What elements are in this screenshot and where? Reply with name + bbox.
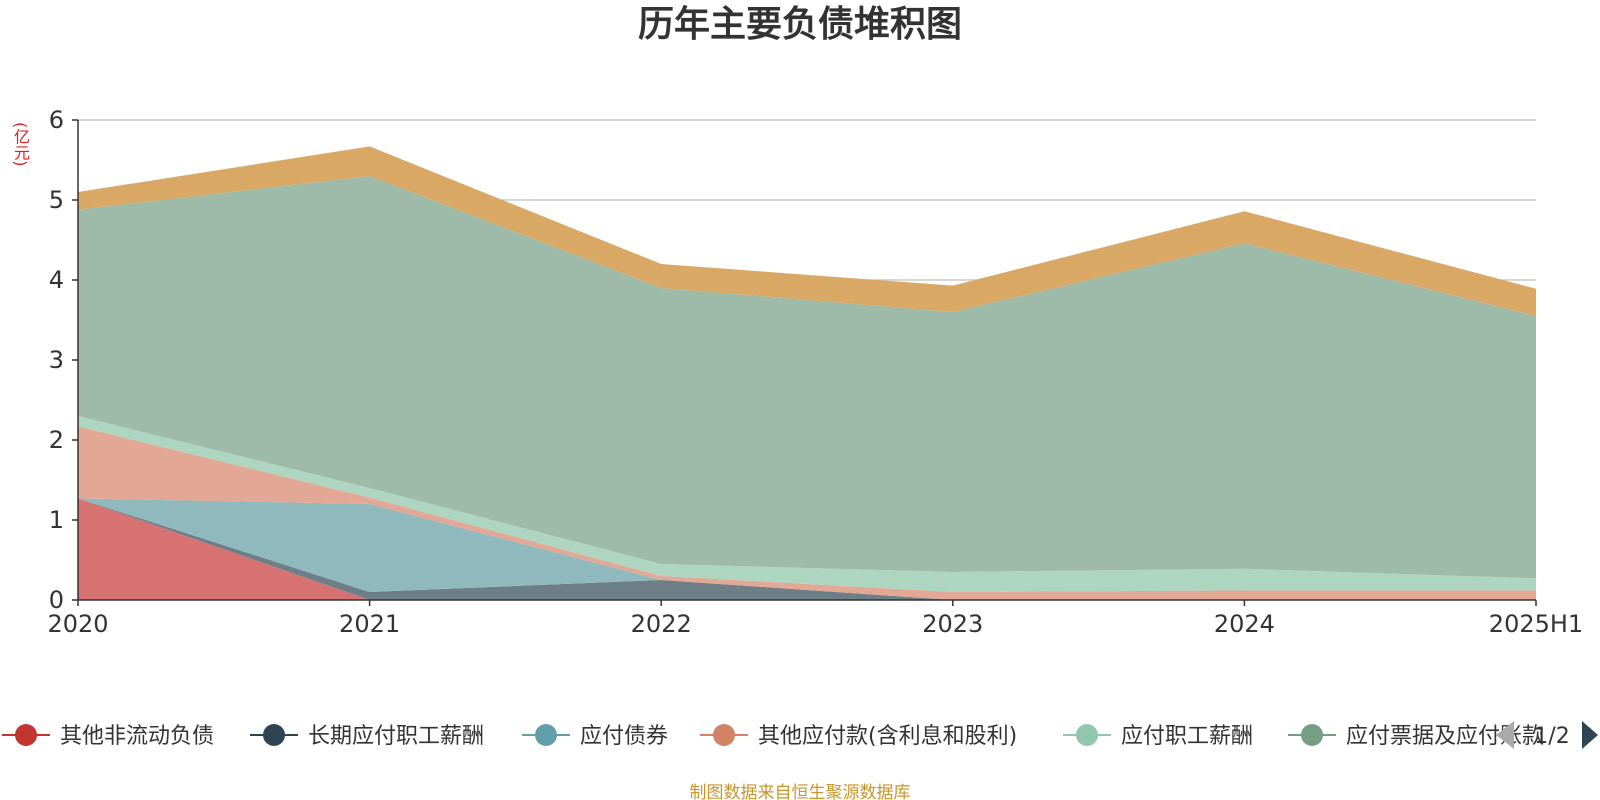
legend-marker: [713, 724, 735, 746]
legend-prev-icon[interactable]: [1496, 721, 1514, 749]
y-tick-label: 1: [49, 506, 64, 534]
x-tick-label: 2024: [1214, 610, 1275, 638]
x-tick-label: 2021: [339, 610, 400, 638]
legend-item[interactable]: 应付职工薪酬: [1063, 724, 1253, 749]
legend-item[interactable]: 其他非流动负债: [2, 724, 214, 749]
chart-title: 历年主要负债堆积图: [637, 4, 962, 45]
area-6: [78, 146, 1536, 316]
x-tick-label: 2025H1: [1489, 610, 1583, 638]
y-tick-label: 4: [49, 266, 64, 294]
y-tick-label: 6: [49, 106, 64, 134]
legend-label: 其他应付款(含利息和股利): [758, 724, 1017, 749]
y-tick-layer: 0 1 2 3 4 5 6: [49, 106, 78, 614]
legend-marker: [15, 724, 37, 746]
x-tick-label: 2023: [922, 610, 983, 638]
y-tick-label: 3: [49, 346, 64, 374]
legend-next-icon[interactable]: [1582, 721, 1598, 749]
area-0: [78, 498, 1536, 600]
legend-label: 长期应付职工薪酬: [308, 724, 484, 749]
x-tick-layer: 2020 2021 2022 2023 2024 2025H1: [47, 600, 1583, 638]
legend-item[interactable]: 长期应付职工薪酬: [250, 724, 484, 749]
legend-page-indicator: 1/2: [1534, 724, 1569, 749]
legend-label: 应付职工薪酬: [1121, 724, 1253, 749]
y-tick-label: 2: [49, 426, 64, 454]
area-4: [78, 416, 1536, 592]
legend-marker: [263, 724, 285, 746]
source-note: 制图数据来自恒生聚源数据库: [689, 783, 911, 800]
area-5: [78, 176, 1536, 579]
y-tick-label: 5: [49, 186, 64, 214]
y-tick-label: 0: [49, 586, 64, 614]
legend-label: 其他非流动负债: [60, 724, 214, 749]
x-tick-label: 2020: [47, 610, 108, 638]
y-axis-unit: (亿元): [11, 121, 30, 167]
legend-marker: [535, 724, 557, 746]
legend-label: 应付债券: [580, 724, 668, 749]
legend-marker: [1076, 724, 1098, 746]
legend: 其他非流动负债 长期应付职工薪酬 应付债券 其他应付款(含利息和股利) 应付职工薪酬 应付…: [2, 721, 1598, 749]
area-layer: [78, 146, 1536, 600]
legend-marker: [1301, 724, 1323, 746]
x-tick-label: 2022: [631, 610, 692, 638]
legend-item[interactable]: 应付债券: [522, 724, 668, 749]
area-2: [78, 498, 1536, 600]
legend-label: 应付票据及应付账款: [1346, 724, 1544, 749]
legend-item[interactable]: 其他应付款(含利息和股利): [700, 724, 1017, 749]
